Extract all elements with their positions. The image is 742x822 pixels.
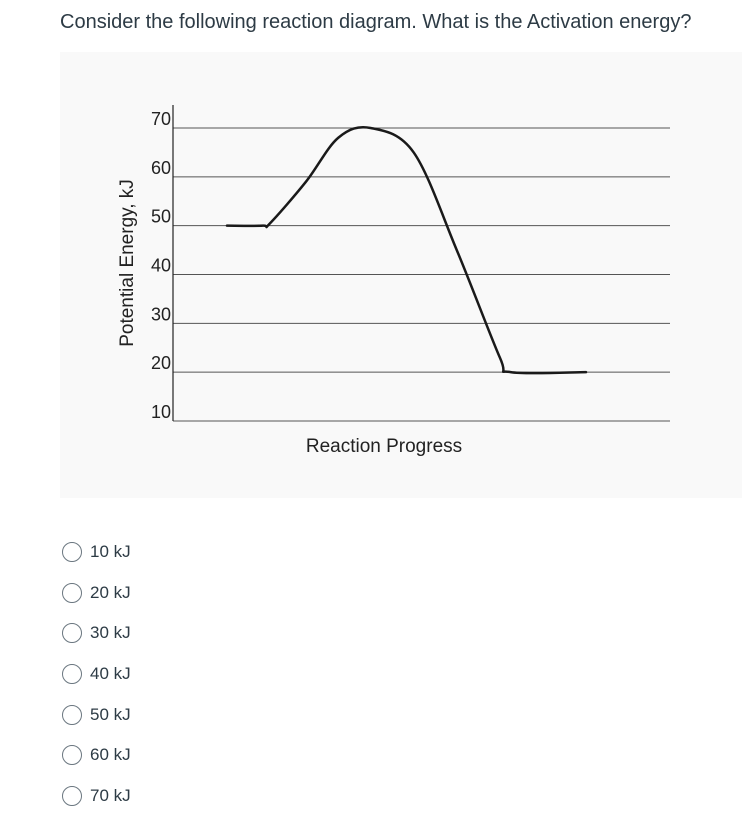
answer-option[interactable]: 50 kJ [62,694,131,735]
radio-button[interactable] [62,704,82,725]
answer-option-label: 40 kJ [90,664,131,684]
reaction-diagram: 70 60 50 40 30 20 10 Potential Energy, kJ Reac… [117,105,670,457]
answer-option[interactable]: 70 kJ [62,776,131,817]
y-axis-label: Potential Energy, kJ [117,179,138,347]
radio-button[interactable] [62,664,82,685]
y-tick-label: 20 [151,353,171,373]
y-tick-label: 50 [151,207,171,227]
y-tick-label: 40 [151,256,171,276]
answer-option[interactable]: 20 kJ [62,573,131,614]
answer-option-label: 10 kJ [90,542,131,562]
answer-option-label: 30 kJ [90,623,131,643]
answer-options: 10 kJ 20 kJ 30 kJ 40 kJ 50 kJ 60 kJ 70 kJ [62,532,131,816]
radio-button[interactable] [62,623,82,644]
answer-option[interactable]: 60 kJ [62,735,131,776]
answer-option[interactable]: 40 kJ [62,654,131,695]
y-tick-label: 10 [151,402,171,422]
y-tick-label: 60 [151,158,171,178]
radio-button[interactable] [62,582,82,603]
answer-option-label: 20 kJ [90,582,131,602]
question-text: Consider the following reaction diagram.… [60,11,692,33]
y-tick-label: 70 [151,109,171,129]
x-axis-label: Reaction Progress [306,436,462,457]
radio-button[interactable] [62,785,82,806]
answer-option[interactable]: 10 kJ [62,532,131,573]
radio-button[interactable] [62,542,82,563]
answer-option-label: 70 kJ [90,785,131,805]
answer-option-label: 60 kJ [90,745,131,765]
radio-button[interactable] [62,745,82,766]
answer-option[interactable]: 30 kJ [62,613,131,654]
energy-curve [225,125,588,375]
answer-option-label: 50 kJ [90,704,131,724]
y-tick-label: 30 [151,304,171,324]
